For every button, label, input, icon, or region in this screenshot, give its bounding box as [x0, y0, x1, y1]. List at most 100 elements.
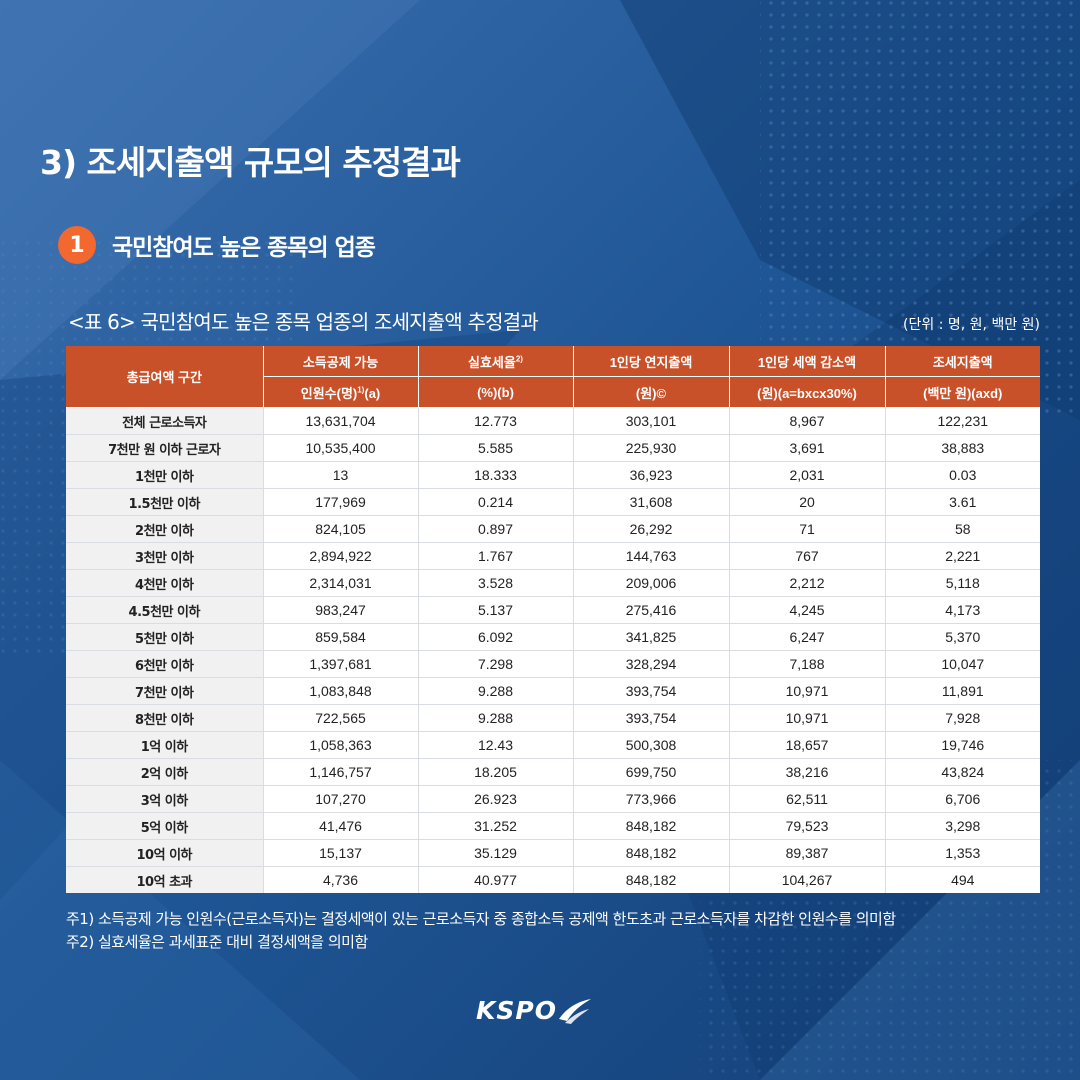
- row-label: 7천만 원 이하 근로자: [66, 434, 264, 462]
- table-cell: 722,565: [263, 704, 419, 732]
- table-row: 10억 초과 4,736 40.977 848,182 104,267 494: [66, 866, 1040, 893]
- table-cell: 31.252: [418, 812, 574, 840]
- table-cell: 4,245: [729, 596, 886, 624]
- row-label: 3천만 이하: [66, 542, 264, 570]
- table-cell: 393,754: [573, 704, 730, 732]
- table-cell: 0.897: [418, 515, 574, 543]
- table-cell: 7.298: [418, 650, 574, 678]
- table-cell: 3.528: [418, 569, 574, 597]
- table-cell: 983,247: [263, 596, 419, 624]
- table-cell: 7,928: [885, 704, 1040, 732]
- table-cell: 225,930: [573, 434, 730, 462]
- row-label: 8천만 이하: [66, 704, 264, 732]
- table-cell: 275,416: [573, 596, 730, 624]
- table-cell: 58: [885, 515, 1040, 543]
- row-label: 5억 이하: [66, 812, 264, 840]
- table-row: 4.5천만 이하 983,247 5.137 275,416 4,245 4,173: [66, 596, 1040, 624]
- unit-note: (단위 : 명, 원, 백만 원): [903, 317, 1040, 333]
- table-cell: 10,535,400: [263, 434, 419, 462]
- row-label: 4.5천만 이하: [66, 596, 264, 624]
- table-cell: 36,923: [573, 461, 730, 489]
- footnote-marker: 2): [515, 354, 523, 364]
- row-label: 6천만 이하: [66, 650, 264, 678]
- table-cell: 18,657: [729, 731, 886, 759]
- table-cell: 38,883: [885, 434, 1040, 462]
- table-row: 전체 근로소득자 13,631,704 12.773 303,101 8,967 122,…: [66, 407, 1040, 435]
- column-subheader: (원)©: [573, 376, 730, 408]
- column-subtitle: (원)©: [635, 385, 667, 401]
- column-subheader: (%)(b): [418, 376, 574, 408]
- table-cell: 1,397,681: [263, 650, 419, 678]
- table-cell: 848,182: [573, 839, 730, 867]
- section-title: 3) 조세지출액 규모의 추정결과: [40, 143, 461, 182]
- tax-expenditure-table-container: 총급여액 구간 소득공제 가능 실효세율2) 1인당 연지출액 1인당 세액 감…: [66, 346, 1040, 893]
- table-cell: 494: [885, 866, 1040, 893]
- row-label: 10억 초과: [66, 866, 264, 893]
- logo-text: KSPO: [476, 996, 557, 1025]
- column-header: 실효세율2): [418, 346, 574, 377]
- table-cell: 4,173: [885, 596, 1040, 624]
- column-subheader: (백만 원)(axd): [885, 376, 1040, 408]
- table-cell: 2,212: [729, 569, 886, 597]
- subsection-header: 1 국민참여도 높은 종목의 업종: [58, 226, 376, 264]
- table-cell: 0.03: [885, 461, 1040, 489]
- table-cell: 1,146,757: [263, 758, 419, 786]
- table-row: 1.5천만 이하 177,969 0.214 31,608 20 3.61: [66, 488, 1040, 516]
- table-cell: 824,105: [263, 515, 419, 543]
- table-cell: 3,691: [729, 434, 886, 462]
- row-label: 4천만 이하: [66, 569, 264, 597]
- table-caption: <표 6> 국민참여도 높은 종목 업종의 조세지출액 추정결과: [68, 310, 539, 334]
- table-cell: 500,308: [573, 731, 730, 759]
- column-title: 1인당 연지출액: [609, 354, 693, 370]
- table-cell: 18.333: [418, 461, 574, 489]
- kspo-logo: KSPO: [476, 996, 593, 1025]
- table-cell: 5.585: [418, 434, 574, 462]
- table-cell: 12.773: [418, 407, 574, 435]
- tax-expenditure-table: 총급여액 구간 소득공제 가능 실효세율2) 1인당 연지출액 1인당 세액 감…: [66, 346, 1040, 893]
- table-cell: 3.61: [885, 488, 1040, 516]
- column-header: 소득공제 가능: [263, 346, 419, 377]
- table-row: 8천만 이하 722,565 9.288 393,754 10,971 7,928: [66, 704, 1040, 732]
- table-row: 5천만 이하 859,584 6.092 341,825 6,247 5,370: [66, 623, 1040, 651]
- table-cell: 31,608: [573, 488, 730, 516]
- table-cell: 15,137: [263, 839, 419, 867]
- table-cell: 107,270: [263, 785, 419, 813]
- table-row: 2억 이하 1,146,757 18.205 699,750 38,216 43,824: [66, 758, 1040, 786]
- table-cell: 848,182: [573, 866, 730, 893]
- row-label: 3억 이하: [66, 785, 264, 813]
- table-cell: 9.288: [418, 704, 574, 732]
- table-cell: 89,387: [729, 839, 886, 867]
- table-cell: 6,706: [885, 785, 1040, 813]
- table-cell: 328,294: [573, 650, 730, 678]
- table-cell: 0.214: [418, 488, 574, 516]
- table-cell: 5,118: [885, 569, 1040, 597]
- table-cell: 144,763: [573, 542, 730, 570]
- table-cell: 5,370: [885, 623, 1040, 651]
- column-subtitle: (원)(a=bxcx30%): [757, 385, 857, 401]
- corner-header: 총급여액 구간: [66, 346, 264, 408]
- header-row-1: 총급여액 구간 소득공제 가능 실효세율2) 1인당 연지출액 1인당 세액 감…: [66, 346, 1040, 408]
- column-title: 실효세율: [468, 354, 516, 370]
- table-cell: 3,298: [885, 812, 1040, 840]
- table-cell: 26,292: [573, 515, 730, 543]
- table-cell: 8,967: [729, 407, 886, 435]
- table-cell: 20: [729, 488, 886, 516]
- table-cell: 35.129: [418, 839, 574, 867]
- table-row: 3천만 이하 2,894,922 1.767 144,763 767 2,221: [66, 542, 1040, 570]
- row-label: 10억 이하: [66, 839, 264, 867]
- table-cell: 1,353: [885, 839, 1040, 867]
- footnote-marker: 1): [357, 385, 365, 395]
- table-row: 4천만 이하 2,314,031 3.528 209,006 2,212 5,118: [66, 569, 1040, 597]
- table-cell: 43,824: [885, 758, 1040, 786]
- table-cell: 341,825: [573, 623, 730, 651]
- column-subtitle: (%)(b): [477, 384, 514, 400]
- table-row: 2천만 이하 824,105 0.897 26,292 71 58: [66, 515, 1040, 543]
- table-cell: 209,006: [573, 569, 730, 597]
- row-label: 1억 이하: [66, 731, 264, 759]
- row-label: 2억 이하: [66, 758, 264, 786]
- table-cell: 1,083,848: [263, 677, 419, 705]
- table-cell: 10,971: [729, 704, 886, 732]
- table-cell: 38,216: [729, 758, 886, 786]
- table-cell: 2,031: [729, 461, 886, 489]
- table-row: 3억 이하 107,270 26.923 773,966 62,511 6,706: [66, 785, 1040, 813]
